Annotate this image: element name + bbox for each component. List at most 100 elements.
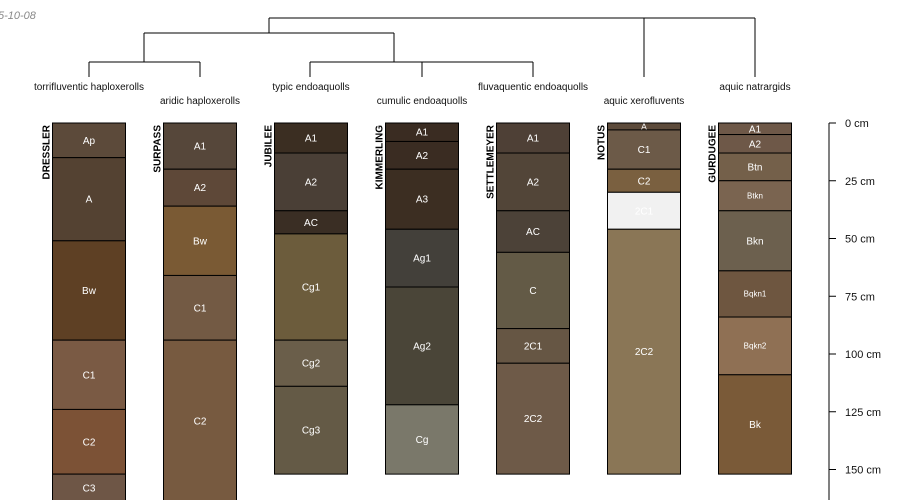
- horizon-label: A2: [194, 183, 207, 194]
- taxon-label: torrifluventic haploxerolls: [34, 82, 144, 93]
- horizon-block: [496, 328, 570, 364]
- soil-profile: Ap A Bw C1 C2 C3 DRESSLER: [42, 122, 126, 500]
- depth-tick-label: 125 cm: [845, 407, 881, 419]
- depth-tick-label: 50 cm: [845, 234, 875, 246]
- profile-name: JUBILEE: [264, 125, 275, 168]
- horizon-label: Ap: [83, 136, 96, 147]
- horizon-label: Cg: [416, 435, 429, 446]
- horizon-label: Bk: [749, 420, 762, 431]
- soil-profile: A1 A2 Btn Btkn Bkn Bqkn1 Bqkn2 Bk GURDUGEE: [708, 122, 792, 475]
- horizon-block: [496, 122, 570, 154]
- horizon-block: [496, 362, 570, 475]
- profile-name: SURPASS: [153, 125, 164, 173]
- dendrogram: [88, 17, 756, 77]
- horizon-block: [163, 339, 237, 500]
- horizon-block: [163, 168, 237, 207]
- horizon-label: A1: [305, 134, 318, 145]
- horizon-label: Bqkn2: [744, 342, 767, 351]
- soil-profile: A1 A2 AC Cg1 Cg2 Cg3 JUBILEE: [264, 122, 348, 475]
- soil-profile: A1 A2 AC C 2C1 2C2 SETTLEMEYER: [486, 122, 570, 475]
- profile-name: SETTLEMEYER: [486, 124, 497, 199]
- horizon-block: [163, 274, 237, 341]
- horizon-label: A1: [416, 128, 429, 139]
- horizon-label: A2: [749, 139, 762, 150]
- horizon-label: A: [641, 121, 647, 131]
- horizon-block: [52, 473, 126, 500]
- horizon-block: [718, 374, 792, 475]
- horizon-block: [274, 339, 348, 387]
- horizon-block: [385, 140, 459, 170]
- horizon-label: C2: [638, 176, 651, 187]
- horizon-label: Bw: [193, 236, 208, 247]
- horizon-label: C2: [194, 417, 207, 428]
- horizon-label: A1: [527, 134, 540, 145]
- taxa-labels: torrifluventic haploxerolls aridic haplo…: [34, 82, 791, 107]
- horizon-label: 2C1: [524, 341, 543, 352]
- profile-name: GURDUGEE: [708, 125, 719, 183]
- horizon-label: Cg3: [302, 426, 321, 437]
- taxon-label: aridic haploxerolls: [160, 96, 240, 107]
- profile-name: NOTUS: [597, 125, 608, 160]
- horizon-label: C1: [638, 145, 651, 156]
- horizon-label: Ag1: [413, 254, 431, 265]
- soil-profile: A C1 C2 2C1 2C2 NOTUS: [597, 121, 681, 475]
- horizon-label: A1: [749, 124, 762, 135]
- horizon-label: 2C2: [524, 414, 543, 425]
- taxon-label: cumulic endoaquolls: [377, 96, 468, 107]
- horizon-label: Cg2: [302, 359, 321, 370]
- horizon-label: C2: [83, 437, 96, 448]
- profile-name: DRESSLER: [42, 124, 53, 179]
- horizon-block: [385, 286, 459, 406]
- depth-tick-label: 100 cm: [845, 349, 881, 361]
- taxon-label: fluvaquentic endoaquolls: [478, 82, 588, 93]
- taxon-label: aquic natrargids: [719, 82, 790, 93]
- soil-profile: A1 A2 Bw C1 C2 SURPASS: [153, 122, 237, 500]
- horizon-block: [274, 152, 348, 212]
- horizon-label: 2C2: [635, 347, 654, 358]
- horizon-block: [385, 404, 459, 475]
- horizon-block: [607, 191, 681, 230]
- horizon-label: A: [86, 195, 93, 206]
- horizon-block: [385, 228, 459, 288]
- depth-tick-label: 0 cm: [845, 118, 869, 130]
- depth-axis: 0 cm 25 cm 50 cm 75 cm 100 cm 125 cm 150 cm: [828, 118, 881, 500]
- horizon-block: [52, 240, 126, 341]
- horizon-block: [718, 180, 792, 212]
- horizon-label: A2: [416, 151, 429, 162]
- horizon-block: [52, 157, 126, 242]
- horizon-label: A2: [305, 177, 318, 188]
- horizon-block: [163, 122, 237, 170]
- depth-tick-label: 25 cm: [845, 176, 875, 188]
- horizon-label: A3: [416, 195, 429, 206]
- horizon-block: [52, 339, 126, 410]
- horizon-block: [718, 316, 792, 376]
- horizon-block: [496, 152, 570, 212]
- horizon-block: [274, 385, 348, 475]
- horizon-label: C1: [83, 370, 96, 381]
- horizon-block: [718, 210, 792, 272]
- horizon-block: [385, 168, 459, 230]
- horizon-label: AC: [304, 218, 318, 229]
- horizon-label: A1: [194, 142, 207, 153]
- horizon-block: [496, 251, 570, 330]
- horizon-label: Ag2: [413, 341, 431, 352]
- horizon-label: Btn: [747, 162, 762, 173]
- horizon-label: Bqkn1: [744, 290, 767, 299]
- profile-name: KIMMERLING: [375, 125, 386, 190]
- horizon-label: C: [529, 286, 536, 297]
- horizon-label: 2C1: [635, 206, 654, 217]
- horizon-block: [718, 270, 792, 318]
- horizon-block: [607, 228, 681, 475]
- date-stamp: 5-10-08: [0, 10, 37, 22]
- horizon-label: Bw: [82, 286, 97, 297]
- horizon-block: [274, 122, 348, 154]
- depth-tick-label: 150 cm: [845, 465, 881, 477]
- horizon-label: Bkn: [746, 236, 763, 247]
- soil-profile: A1 A2 A3 Ag1 Ag2 Cg KIMMERLING: [375, 122, 459, 475]
- horizon-label: AC: [526, 227, 540, 238]
- horizon-block: [52, 408, 126, 475]
- horizon-block: [52, 122, 126, 159]
- horizon-label: A2: [527, 177, 540, 188]
